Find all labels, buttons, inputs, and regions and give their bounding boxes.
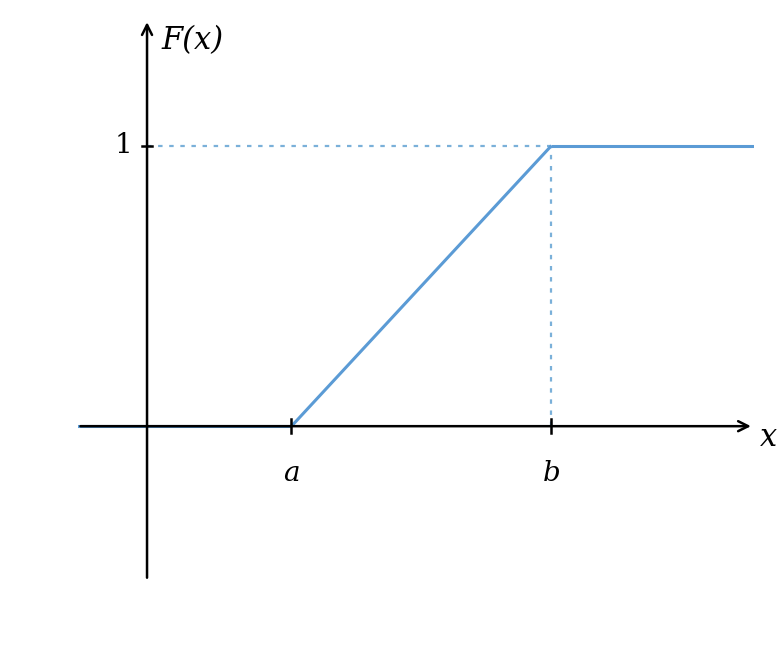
Text: F(x): F(x) (162, 25, 224, 56)
Text: b: b (542, 460, 560, 487)
Text: x: x (759, 422, 777, 453)
Text: 1: 1 (115, 132, 133, 159)
Text: a: a (284, 460, 300, 487)
